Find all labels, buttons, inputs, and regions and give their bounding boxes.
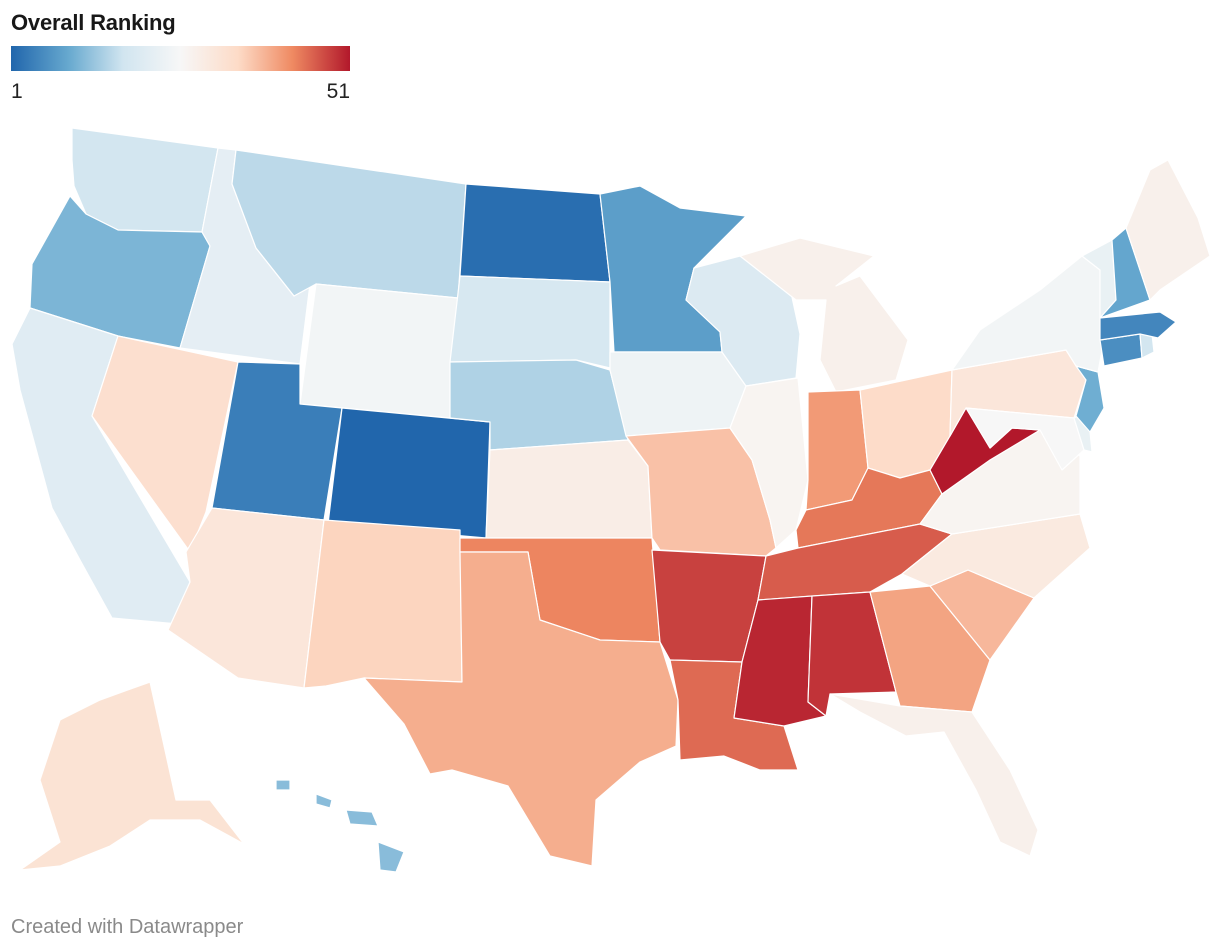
legend-min-label: 1 [11, 80, 23, 103]
state-NM[interactable] [303, 519, 463, 689]
state-FL[interactable] [829, 693, 1039, 857]
state-MD[interactable] [965, 407, 1085, 471]
state-RI[interactable] [1139, 333, 1155, 359]
state-KS[interactable] [485, 439, 653, 539]
state-WA[interactable] [71, 127, 219, 233]
state-IL[interactable] [729, 377, 809, 549]
state-WY[interactable] [299, 283, 459, 419]
state-HI[interactable] [275, 779, 405, 873]
state-ME[interactable] [1125, 159, 1211, 301]
legend-max-label: 51 [326, 80, 350, 103]
legend-title: Overall Ranking [11, 10, 176, 35]
state-TX[interactable] [363, 551, 679, 867]
state-MA[interactable] [1099, 311, 1177, 341]
state-ND[interactable] [459, 183, 611, 283]
state-SD[interactable] [449, 275, 611, 369]
state-NY[interactable] [951, 255, 1105, 373]
state-AK[interactable] [19, 681, 245, 871]
credit-text: Created with Datawrapper [11, 916, 244, 938]
state-IA[interactable] [609, 351, 747, 437]
legend-gradient-bar [11, 46, 350, 71]
state-MI[interactable] [739, 237, 909, 393]
state-NH[interactable] [1099, 227, 1151, 319]
state-CO[interactable] [327, 407, 491, 539]
us-choropleth-map [11, 127, 1211, 873]
color-legend: 1 51 [11, 46, 351, 103]
